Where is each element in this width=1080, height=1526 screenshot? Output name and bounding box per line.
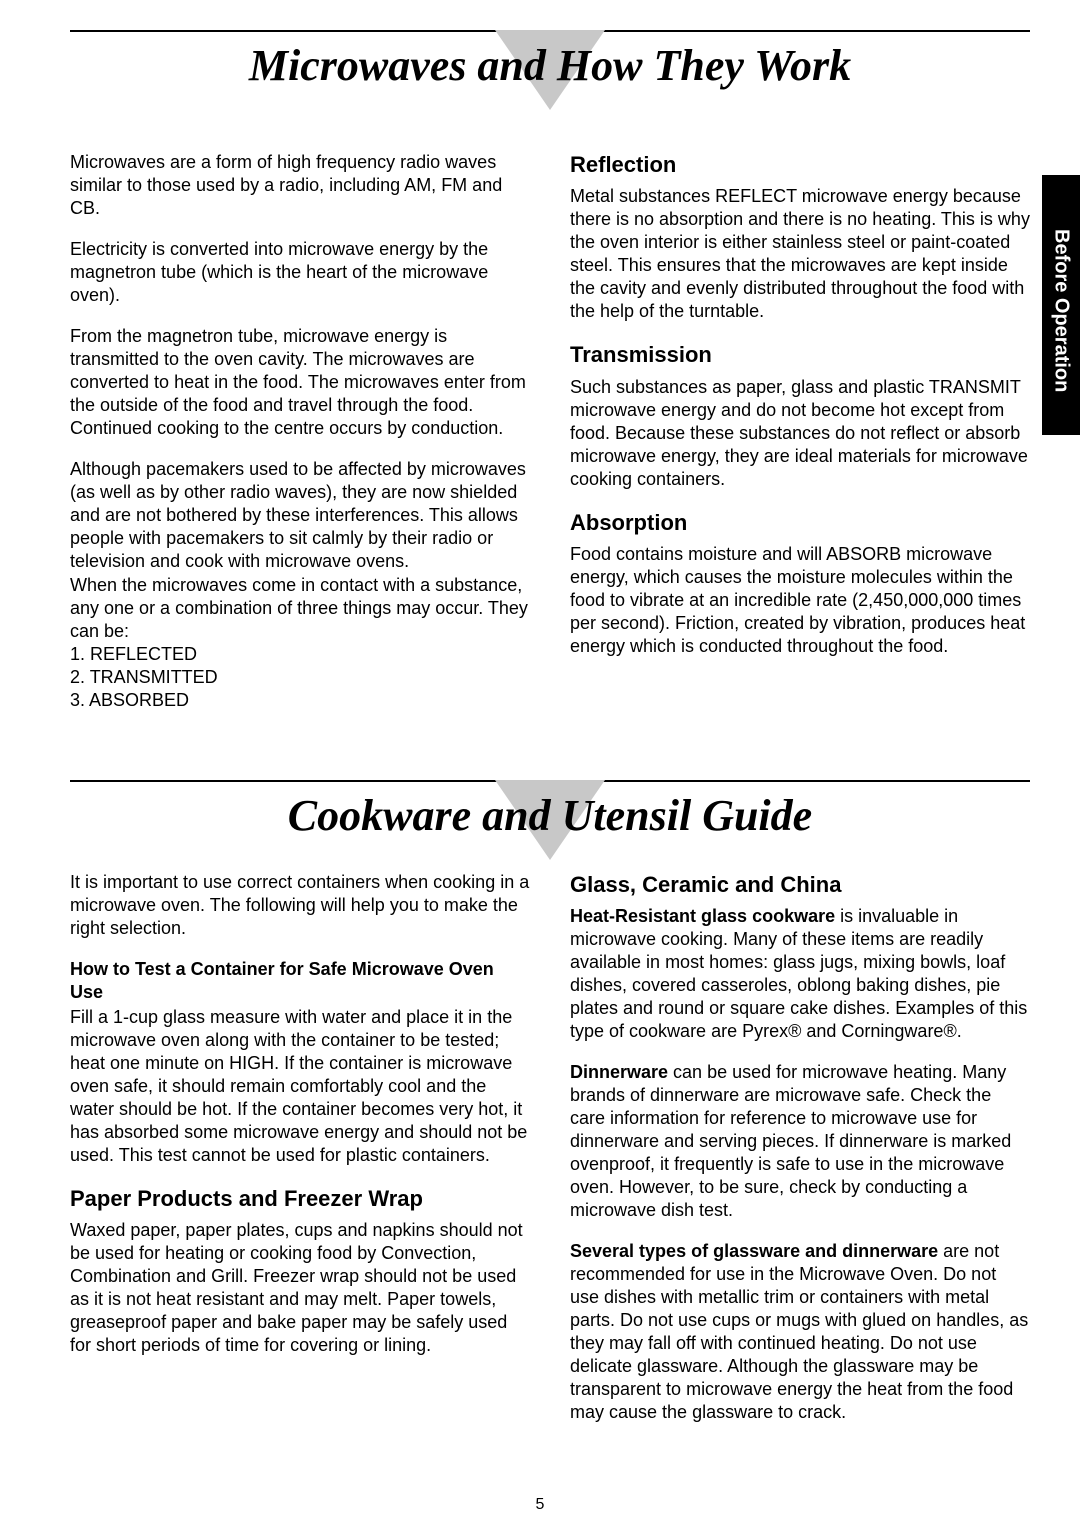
s2-right-p3: Several types of glassware and dinnerwar… (570, 1240, 1030, 1424)
s1-left-li2: 2. TRANSMITTED (70, 666, 530, 689)
s1-left-p1: Microwaves are a form of high frequency … (70, 151, 530, 220)
heading-absorption: Absorption (570, 509, 1030, 537)
section-title-cookware: Cookware and Utensil Guide (70, 790, 1030, 841)
columns-section2: It is important to use correct container… (70, 871, 1030, 1443)
s1-left-p3: From the magnetron tube, microwave energ… (70, 325, 530, 440)
bold-several-types: Several types of glassware and dinnerwar… (570, 1241, 938, 1261)
columns-section1: Microwaves are a form of high frequency … (70, 151, 1030, 730)
s1-left-p4b: When the microwaves come in contact with… (70, 574, 530, 643)
heading-test-container: How to Test a Container for Safe Microwa… (70, 958, 530, 1004)
s1-left-p2: Electricity is converted into microwave … (70, 238, 530, 307)
s1-left-p4a: Although pacemakers used to be affected … (70, 458, 530, 573)
s2-right-p2: Dinnerware can be used for microwave hea… (570, 1061, 1030, 1222)
s2-right-p2-text: can be used for microwave heating. Many … (570, 1062, 1011, 1220)
col-left-1: Microwaves are a form of high frequency … (70, 151, 530, 730)
col-left-2: It is important to use correct container… (70, 871, 530, 1443)
s2-right-p3-text: are not recommended for use in the Micro… (570, 1241, 1028, 1422)
s2-left-p1: It is important to use correct container… (70, 871, 530, 940)
heading-paper-products: Paper Products and Freezer Wrap (70, 1185, 530, 1213)
col-right-2: Glass, Ceramic and China Heat-Resistant … (570, 871, 1030, 1443)
title-wrap-2: Cookware and Utensil Guide (70, 790, 1030, 841)
heading-reflection: Reflection (570, 151, 1030, 179)
s1-left-li1: 1. REFLECTED (70, 643, 530, 666)
heading-transmission: Transmission (570, 341, 1030, 369)
col-right-1: Reflection Metal substances REFLECT micr… (570, 151, 1030, 730)
s2-right-p1-text: is invaluable in microwave cooking. Many… (570, 906, 1027, 1041)
s2-right-p1: Heat-Resistant glass cookware is invalua… (570, 905, 1030, 1043)
s1-right-p2: Such substances as paper, glass and plas… (570, 376, 1030, 491)
side-tab-before-operation: Before Operation (1042, 175, 1080, 435)
s2-left-p3: Waxed paper, paper plates, cups and napk… (70, 1219, 530, 1357)
bold-dinnerware: Dinnerware (570, 1062, 668, 1082)
s1-left-li3: 3. ABSORBED (70, 689, 530, 712)
page-number: 5 (536, 1496, 545, 1514)
s1-right-p3: Food contains moisture and will ABSORB m… (570, 543, 1030, 658)
title-wrap-1: Microwaves and How They Work (70, 40, 1030, 91)
section-title-microwaves: Microwaves and How They Work (70, 40, 1030, 91)
s1-right-p1: Metal substances REFLECT microwave energ… (570, 185, 1030, 323)
heading-glass-ceramic: Glass, Ceramic and China (570, 871, 1030, 899)
bold-heat-resistant: Heat-Resistant glass cookware (570, 906, 835, 926)
s2-left-p2: Fill a 1-cup glass measure with water an… (70, 1006, 530, 1167)
